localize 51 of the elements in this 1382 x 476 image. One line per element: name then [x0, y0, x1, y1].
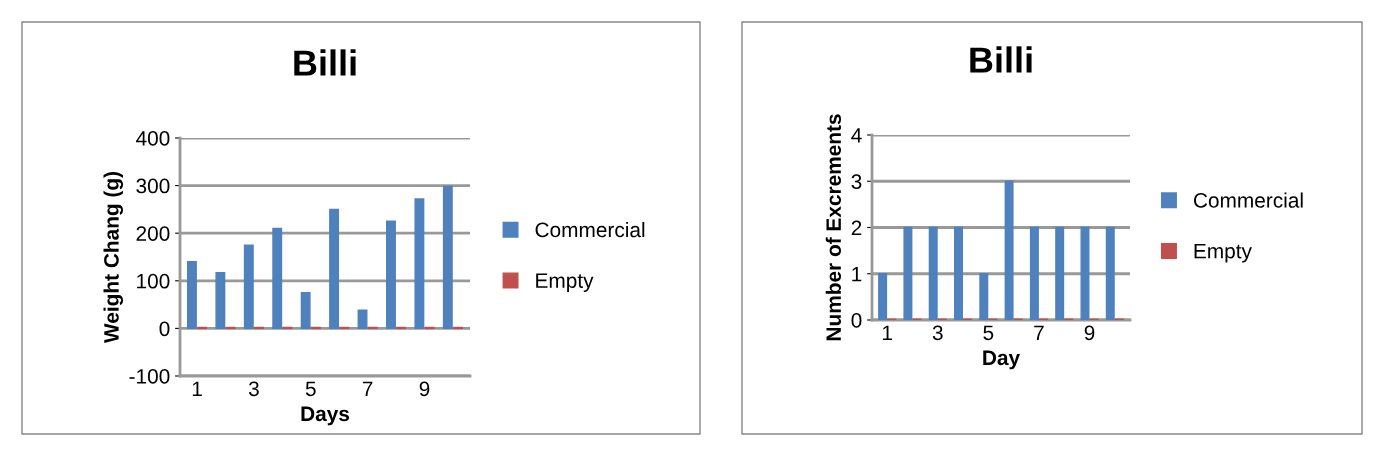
bar [442, 185, 453, 330]
x-tick-label: 3 [248, 381, 259, 397]
bar [979, 273, 989, 320]
bar [878, 273, 888, 320]
x-tick-label: 3 [932, 325, 943, 341]
bar [300, 292, 311, 330]
y-tick-label: 4 [851, 128, 862, 143]
bar [928, 226, 938, 320]
x-tick-label: 5 [983, 325, 994, 341]
bar [903, 226, 913, 320]
bar [1080, 226, 1090, 320]
bar [1004, 180, 1014, 320]
x-axis-title: Days [301, 406, 350, 426]
y-axis-title: Weight Chang (g) [103, 172, 124, 343]
y-tick-label: 0 [159, 321, 170, 337]
bar [1055, 226, 1065, 320]
y-tick-label: 100 [137, 273, 170, 289]
y-tick-label: 2 [851, 220, 862, 236]
bar [357, 309, 368, 330]
chart-title: Billi [970, 46, 1032, 73]
bar [1029, 226, 1039, 320]
x-tick-label: 7 [362, 381, 373, 396]
bar [954, 226, 963, 320]
legend-label: Commercial [535, 221, 645, 238]
y-tick-label: 300 [136, 178, 170, 194]
bar [1105, 226, 1115, 320]
y-tick-label: 3 [851, 174, 862, 189]
bar [186, 261, 197, 330]
x-tick-label: 1 [192, 381, 202, 396]
bar [215, 272, 226, 330]
chart-title: Billi [294, 49, 356, 76]
x-tick-label: 9 [419, 381, 430, 397]
y-tick-label: 200 [136, 226, 170, 241]
y-axis-title: Number of Excrements [825, 114, 842, 341]
bar [272, 227, 283, 330]
x-axis-title: Day [983, 350, 1020, 370]
legend-label: Empty [1194, 243, 1252, 263]
bar [329, 208, 340, 330]
x-tick-label: 5 [305, 381, 316, 397]
bar [243, 244, 254, 330]
bar [414, 198, 425, 330]
x-tick-label: 1 [882, 325, 892, 340]
y-tick-label: -100 [129, 369, 170, 384]
bar [386, 220, 396, 330]
y-tick-label: 400 [136, 131, 170, 146]
x-tick-label: 9 [1084, 325, 1095, 341]
y-tick-label: 0 [851, 313, 862, 328]
x-tick-label: 7 [1034, 325, 1044, 340]
legend-label: Empty [536, 273, 594, 293]
y-tick-label: 1 [852, 266, 862, 282]
legend-label: Commercial [1193, 192, 1303, 208]
